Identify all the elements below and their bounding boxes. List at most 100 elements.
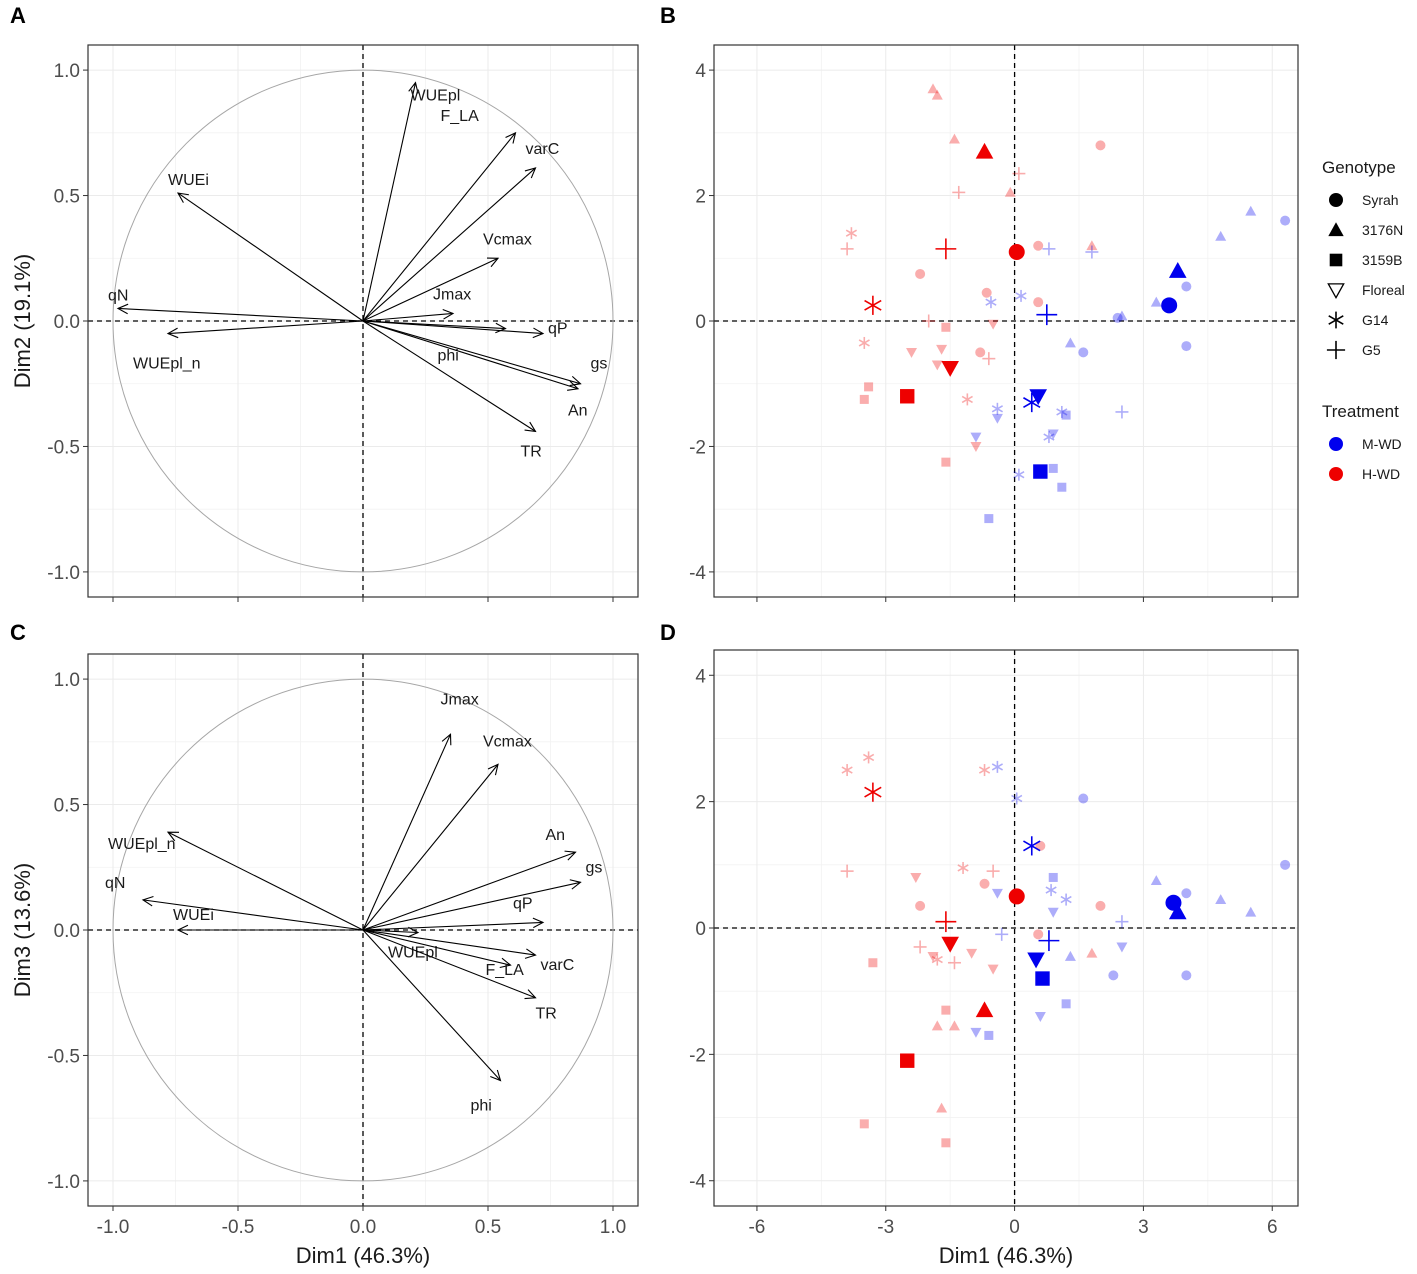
legend-genotype-item: Syrah	[1362, 192, 1399, 208]
panel-d: 4 2 0 -2 -4 -6 -3 0 3 6 Dim1 (46.3%) D	[660, 620, 1299, 1268]
x-tick-label: 0.0	[350, 1217, 376, 1238]
variable-arrow	[362, 929, 512, 969]
variable-arrow	[362, 320, 537, 433]
data-point	[1064, 950, 1076, 961]
plot-border	[87, 44, 639, 598]
panel-b: 4 2 0 -2 -4 B	[660, 3, 1299, 602]
variable-label: Jmax	[441, 691, 479, 708]
data-point	[931, 953, 943, 966]
data-point	[1245, 205, 1257, 216]
data-point	[859, 394, 869, 404]
y-tick-label: -1.0	[47, 1172, 80, 1193]
data-point	[984, 514, 994, 524]
data-point	[1112, 312, 1123, 323]
variable-label: WUEpl_n	[108, 836, 176, 853]
y-tick-label: -4	[689, 563, 706, 584]
variable-arrow	[362, 81, 419, 322]
data-point	[845, 227, 858, 240]
variable-label: Jmax	[433, 286, 471, 303]
variable-label: WUEpl	[388, 945, 438, 962]
y-tick-label: 0.0	[54, 921, 80, 942]
variable-label: qP	[548, 321, 568, 338]
data-point	[948, 133, 960, 144]
data-point	[941, 322, 951, 332]
data-point	[987, 319, 999, 330]
data-point	[1033, 297, 1044, 308]
group-mean-point	[864, 782, 882, 802]
data-point	[1060, 893, 1072, 906]
data-point	[1047, 907, 1059, 918]
x-tick-label: -0.5	[222, 1217, 255, 1238]
data-point	[948, 1020, 960, 1031]
group-mean-point	[900, 1053, 915, 1068]
data-point	[931, 360, 943, 371]
x-axis-label: Dim1 (46.3%)	[296, 1243, 430, 1268]
data-point	[910, 873, 922, 883]
y-tick-label: -0.5	[47, 437, 80, 458]
data-point	[1047, 429, 1059, 440]
x-tick-label: -6	[748, 1217, 765, 1238]
data-point	[1078, 793, 1089, 804]
variable-label: WUEpl_n	[133, 356, 201, 373]
x-axis-label: Dim1 (46.3%)	[939, 1243, 1073, 1268]
y-tick-label: -0.5	[47, 1046, 80, 1067]
data-point	[970, 1027, 982, 1038]
group-mean-point	[900, 389, 915, 404]
legend: Genotype Syrah 3176N 3159B Floreal G14 G5 Treat…	[1322, 158, 1405, 482]
group-mean-point	[1035, 971, 1050, 986]
variable-label: gs	[591, 356, 608, 373]
data-point	[864, 382, 874, 392]
variable-label: F_LA	[486, 962, 525, 979]
data-point	[841, 764, 853, 777]
variable-arrow	[362, 879, 582, 931]
data-point	[985, 296, 997, 309]
legend-genotype-title: Genotype	[1322, 158, 1396, 177]
data-point	[961, 393, 973, 406]
legend-treatment-item: H-WD	[1362, 466, 1400, 482]
group-mean-point	[1036, 304, 1058, 326]
data-point	[1012, 167, 1026, 181]
treatment-swatch-icon	[1329, 467, 1343, 481]
variable-label: WUEi	[168, 172, 209, 189]
data-point	[966, 948, 978, 959]
data-point	[1035, 840, 1046, 851]
data-point	[927, 952, 939, 962]
data-point	[991, 402, 1004, 415]
variable-label: WUEpl	[411, 88, 461, 105]
variable-arrow	[362, 929, 537, 959]
data-point	[1015, 289, 1027, 302]
variable-arrow	[362, 926, 420, 938]
variable-arrow	[176, 192, 364, 322]
down-triangle-icon	[1327, 283, 1345, 300]
data-point	[1095, 140, 1106, 151]
data-point	[979, 878, 990, 889]
data-point	[1034, 1012, 1046, 1022]
data-point	[1043, 431, 1055, 444]
data-point	[1150, 875, 1162, 886]
variable-label: varC	[541, 957, 575, 974]
variable-arrow	[362, 309, 455, 322]
variable-arrow	[362, 917, 545, 931]
y-axis-label: Dim3 (13.6%)	[10, 863, 35, 997]
data-point	[952, 185, 966, 199]
group-mean-point	[1168, 903, 1187, 920]
x-tick-label: 0.5	[475, 1217, 501, 1238]
variable-label: Vcmax	[483, 231, 532, 248]
legend-genotype-item: Floreal	[1362, 282, 1405, 298]
correlation-circle	[112, 69, 614, 573]
variable-arrow	[166, 831, 364, 931]
data-point	[1061, 999, 1071, 1009]
data-point	[1056, 405, 1068, 418]
variable-arrow	[176, 924, 363, 936]
data-point	[975, 347, 986, 358]
x-tick-label: 6	[1267, 1217, 1278, 1238]
data-point	[1048, 463, 1058, 473]
data-point	[840, 242, 854, 256]
panel-label: C	[10, 620, 26, 645]
data-point	[1057, 482, 1067, 492]
data-point	[1115, 405, 1129, 419]
variable-label: WUEi	[173, 907, 214, 924]
data-point	[1245, 906, 1257, 917]
data-point	[915, 900, 926, 911]
variable-label: TR	[536, 1006, 557, 1023]
